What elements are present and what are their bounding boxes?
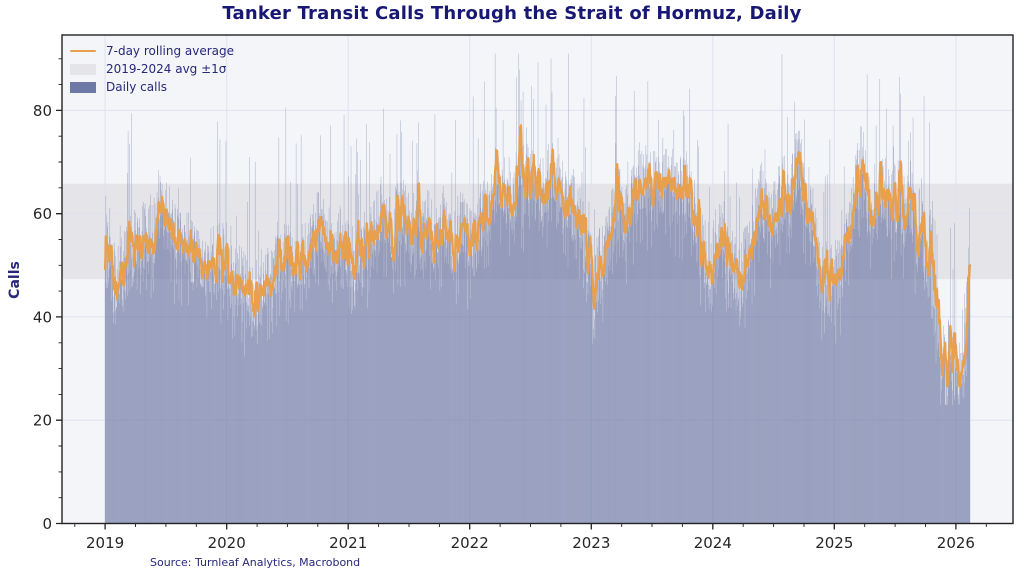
- rolling-average-line-swatch-icon: [70, 49, 96, 53]
- x-tick-label: 2026: [937, 534, 975, 552]
- y-tick-label: 60: [33, 205, 52, 223]
- minor-ticks: [58, 58, 987, 527]
- daily-calls-swatch-icon: [70, 81, 96, 93]
- x-tick-label: 2025: [815, 534, 853, 552]
- legend-label-daily-calls: Daily calls: [106, 80, 168, 94]
- x-tick-label: 2024: [694, 534, 732, 552]
- avg-band-swatch-icon: [70, 63, 96, 75]
- legend-item-avg-band: 2019-2024 avg ±1σ: [70, 60, 234, 78]
- legend-item-daily-calls: Daily calls: [70, 78, 234, 96]
- y-tick-label: 80: [33, 102, 52, 120]
- y-axis-label: Calls: [7, 261, 23, 299]
- legend-label-avg-band: 2019-2024 avg ±1σ: [106, 62, 227, 76]
- chart-title: Tanker Transit Calls Through the Strait …: [222, 3, 802, 24]
- daily-calls-bars: [104, 53, 971, 524]
- source-note: Source: Turnleaf Analytics, Macrobond: [150, 556, 361, 569]
- legend: 7-day rolling average 2019-2024 avg ±1σ …: [70, 42, 234, 96]
- legend-label-rolling-average: 7-day rolling average: [106, 44, 235, 58]
- rolling-average-line: [103, 124, 972, 388]
- major-ticks: [56, 109, 957, 530]
- x-tick-label: 2021: [329, 534, 367, 552]
- y-tick-label: 0: [42, 515, 52, 533]
- legend-item-rolling-average: 7-day rolling average: [70, 42, 234, 60]
- x-tick-label: 2019: [86, 534, 124, 552]
- x-tick-label: 2020: [208, 534, 246, 552]
- x-tick-label: 2023: [572, 534, 610, 552]
- x-tick-label: 2022: [451, 534, 489, 552]
- y-tick-label: 40: [33, 308, 52, 326]
- axes-frame: [61, 34, 1014, 525]
- y-tick-label: 20: [33, 412, 52, 430]
